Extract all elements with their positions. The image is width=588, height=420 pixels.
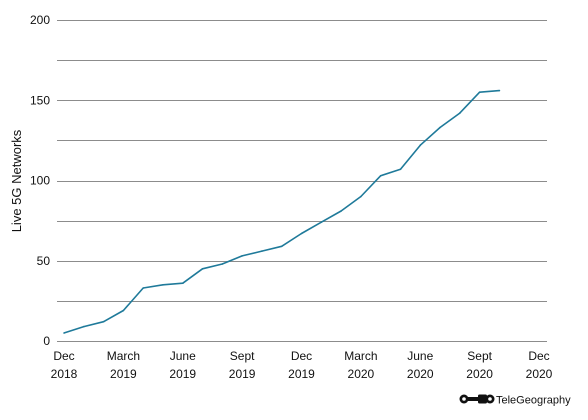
x-tick-label: June [407,349,433,363]
x-tick-label: 2020 [466,367,493,381]
data-point [221,263,224,265]
x-tick-label: 2020 [407,367,434,381]
y-tick-label: 100 [30,174,50,188]
data-point [102,320,105,323]
y-tick-label: 150 [30,93,50,107]
y-axis-label: Live 5G Networks [9,129,24,232]
series-layer [63,89,501,334]
data-point [360,195,362,198]
brand: TeleGeography [459,394,571,407]
x-tick-label: 2019 [288,367,315,381]
y-axis-ticks: 0 50 100 150 200 [30,13,50,348]
data-point [498,89,501,92]
x-tick-label: 2020 [526,367,553,381]
series-line [63,89,500,334]
x-tick-label: June [170,349,196,363]
data-point [63,332,65,334]
telegeography-logo-icon [459,394,495,404]
x-tick-label: Dec [291,349,312,363]
data-point [122,309,125,312]
y-tick-label: 50 [37,254,51,268]
y-tick-label: 0 [43,334,50,348]
brand-name: TeleGeography [496,395,571,407]
x-tick-label: 2019 [110,367,137,381]
data-point [379,174,382,177]
x-tick-label: 2019 [169,367,196,381]
data-point [478,91,481,93]
data-point [241,255,243,257]
data-point [300,232,303,235]
data-point [162,284,164,286]
x-tick-label: March [107,349,140,363]
x-tick-label: Dec [53,349,74,363]
x-tick-label: 2019 [229,367,256,381]
data-point [280,245,283,248]
data-point [201,268,204,270]
x-tick-label: Sept [467,349,492,363]
x-tick-label: 2018 [51,367,78,381]
data-point [399,168,402,171]
data-point [340,210,342,212]
data-point [83,325,85,328]
data-point [261,250,263,252]
data-point [419,144,422,146]
data-point [439,126,441,129]
x-tick-label: Dec [528,349,549,363]
data-point [142,287,144,289]
x-axis-ticks: Dec 2018 March 2019 June 2019 Sept 2019 Dec 2019 M… [51,349,553,381]
data-point [320,221,323,223]
x-tick-label: March [344,349,377,363]
data-point [182,282,184,285]
x-tick-label: Sept [230,349,255,363]
gridlines [57,20,547,342]
data-point [459,112,461,114]
x-tick-label: 2020 [348,367,375,381]
y-tick-label: 200 [30,13,50,27]
